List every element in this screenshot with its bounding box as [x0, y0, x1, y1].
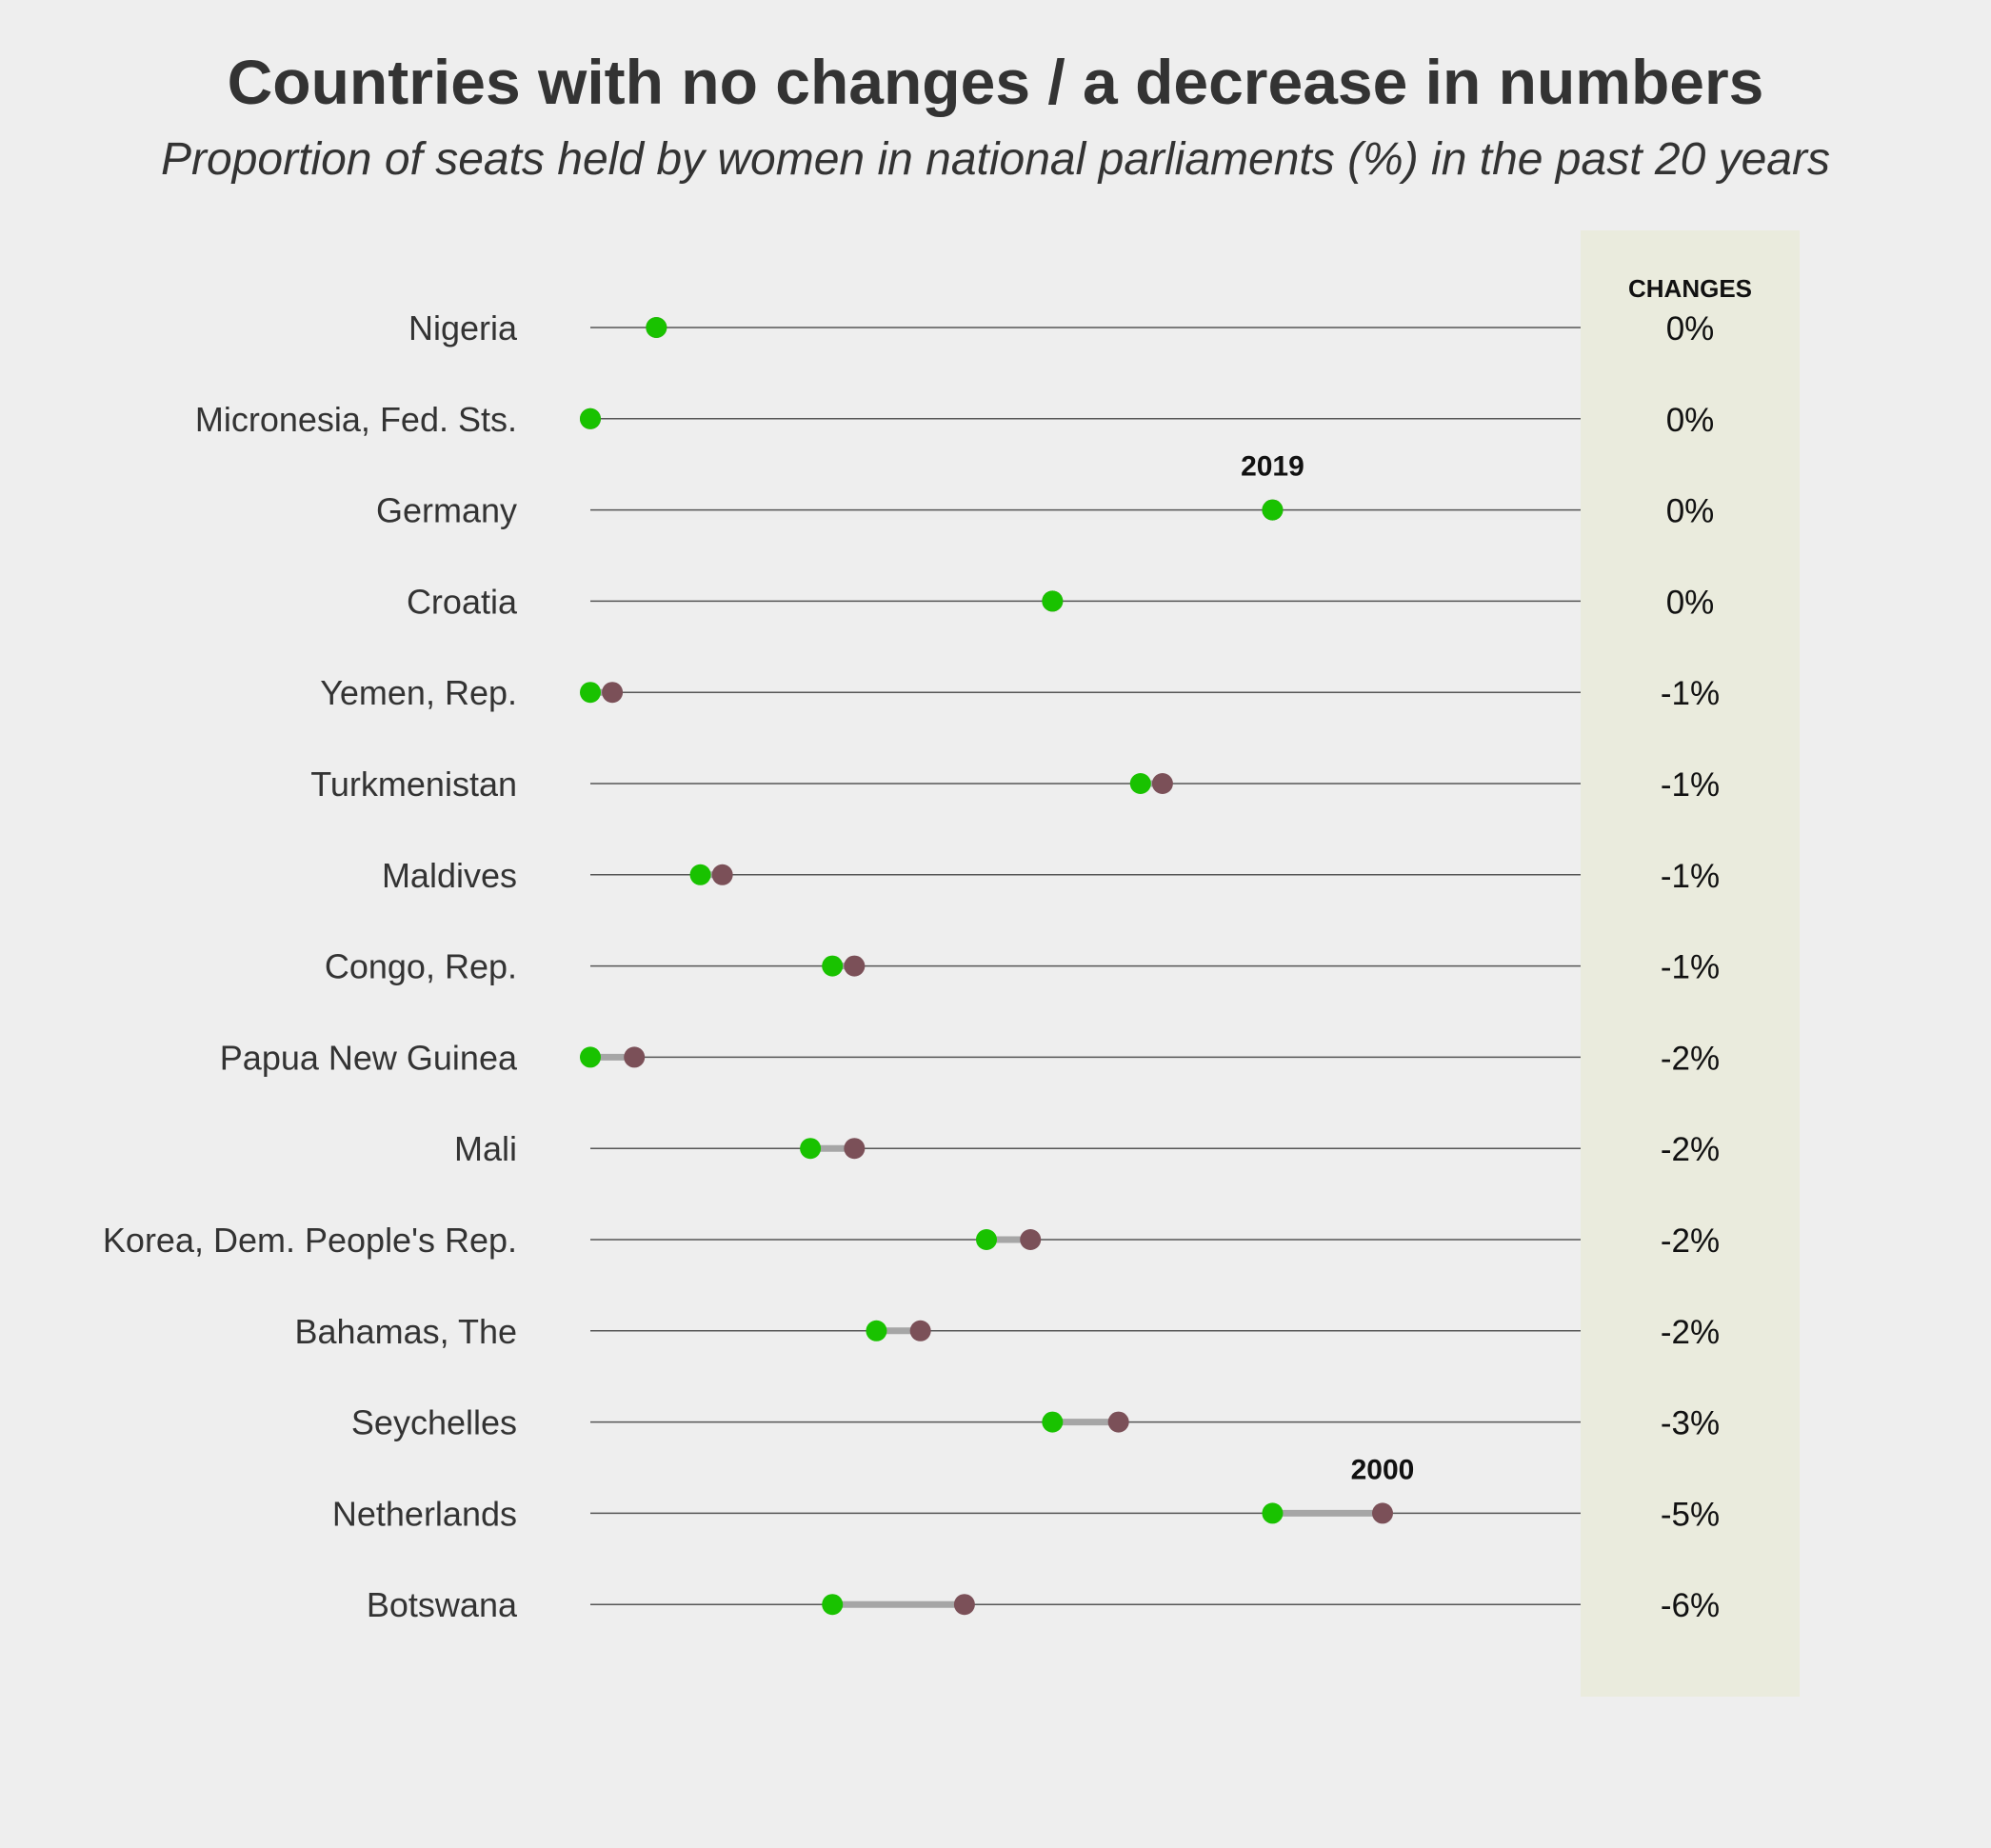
change-value: -2% [1661, 1040, 1720, 1077]
country-label: Papua New Guinea [220, 1038, 518, 1077]
start-point [1107, 1411, 1129, 1433]
country-label: Botswana [367, 1585, 518, 1624]
end-point [822, 955, 844, 977]
chart-title: Countries with no changes / a decrease i… [227, 47, 1764, 117]
country-label: Nigeria [408, 308, 518, 348]
change-value: 0% [1666, 493, 1715, 530]
country-label: Mali [454, 1129, 517, 1168]
end-point [1262, 1502, 1284, 1524]
change-value: -1% [1661, 858, 1720, 895]
start-point [1020, 1229, 1042, 1250]
country-label: Maldives [382, 856, 517, 895]
end-point [800, 1138, 822, 1160]
end-point [1042, 1411, 1064, 1433]
start-point [602, 682, 624, 704]
end-point [646, 317, 667, 338]
year-end-label: 2019 [1241, 451, 1304, 483]
end-point [976, 1229, 997, 1250]
end-point [689, 864, 711, 885]
change-value: -2% [1661, 1314, 1720, 1351]
country-label: Bahamas, The [295, 1312, 517, 1351]
start-point [844, 1138, 866, 1160]
change-value: 0% [1666, 584, 1715, 621]
changes-header: CHANGES [1628, 274, 1752, 303]
country-label: Turkmenistan [310, 765, 517, 804]
country-label: Micronesia, Fed. Sts. [195, 400, 517, 439]
end-point [580, 407, 601, 429]
country-label: Yemen, Rep. [320, 673, 517, 712]
country-label: Croatia [407, 582, 518, 621]
country-label: Seychelles [351, 1403, 517, 1442]
change-value: -3% [1661, 1405, 1720, 1442]
chart-subtitle: Proportion of seats held by women in nat… [161, 134, 1830, 185]
start-point [624, 1046, 646, 1068]
end-point [1262, 499, 1284, 521]
end-point [1129, 773, 1151, 794]
start-point [909, 1320, 931, 1341]
change-value: -1% [1661, 675, 1720, 712]
start-point [1372, 1502, 1393, 1524]
change-value: -1% [1661, 766, 1720, 804]
country-label: Germany [376, 491, 517, 530]
change-value: -1% [1661, 949, 1720, 986]
end-point [580, 1046, 601, 1068]
start-point [1151, 773, 1173, 794]
start-point [711, 864, 733, 885]
change-value: 0% [1666, 402, 1715, 439]
country-label: Netherlands [332, 1494, 517, 1533]
changes-panel [1581, 230, 1800, 1697]
change-value: -2% [1661, 1222, 1720, 1260]
change-value: -5% [1661, 1496, 1720, 1533]
end-point [822, 1594, 844, 1616]
end-point [866, 1320, 887, 1341]
change-value: -6% [1661, 1587, 1720, 1624]
country-label: Congo, Rep. [325, 947, 517, 986]
start-point [953, 1594, 975, 1616]
end-point [580, 682, 601, 704]
start-point [844, 955, 866, 977]
country-label: Korea, Dem. People's Rep. [103, 1221, 517, 1260]
end-point [1042, 590, 1064, 612]
change-value: 0% [1666, 310, 1715, 348]
change-value: -2% [1661, 1131, 1720, 1168]
year-start-label: 2000 [1351, 1454, 1415, 1485]
